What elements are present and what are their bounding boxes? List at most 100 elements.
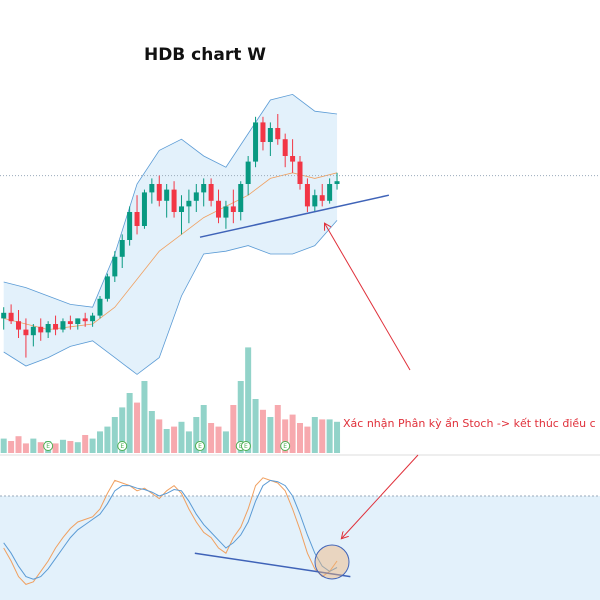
volume-bar [74,442,81,453]
stoch-line [3,477,338,585]
volume-bar [119,407,126,453]
candle-body [127,212,133,240]
arrow [325,224,411,371]
stoch-band [0,496,600,600]
candle-body [97,298,103,316]
arrow [342,454,419,538]
candle-body [45,324,51,333]
volume-bar [171,426,178,453]
volume-bar [163,429,170,453]
event-marker [195,441,205,451]
candle-body [23,329,29,336]
candle-body [275,128,281,140]
chart-title: HDB chart W [144,45,266,65]
event-label: E [244,443,248,450]
volume-bar [89,438,96,453]
candle-body [327,184,333,201]
volume-bar [326,419,333,453]
candle-body [230,206,236,212]
volume-bar [237,381,244,453]
event-label: E [120,443,124,450]
volume-bar [200,405,207,453]
candle-body [1,312,7,319]
candle-body [171,189,177,212]
event-marker [43,441,54,451]
candle-body [104,276,110,299]
candle-body [304,184,310,207]
candle-body [267,128,273,142]
candle-body [30,326,36,336]
volume-bar [37,442,44,453]
volume-bar [259,409,266,453]
volume-bar [304,426,311,453]
volume-bar [267,417,274,453]
candle-body [16,321,22,330]
candle-body [178,206,184,212]
volume-bar [215,426,222,453]
candle-body [290,156,296,162]
event-marker [240,441,251,451]
event-marker [117,441,128,451]
candle-body [38,326,44,333]
volume-bar [334,421,341,453]
volume-bar [126,393,133,453]
bollinger-fill [3,94,338,375]
volume-bar [222,431,229,453]
volume-bar [178,421,185,453]
volume-bar [8,441,15,453]
bollinger-upper [3,93,338,308]
event-marker [280,441,291,451]
volume-bar [59,439,66,453]
candle-body [67,321,73,324]
event-label: E [283,443,287,450]
candle-body [53,324,59,330]
bollinger-lower [3,220,338,375]
event-label: E [198,443,202,450]
volume-bar [319,419,326,453]
candle-body [334,181,340,184]
volume-bar [97,431,103,453]
candle-body [201,184,207,193]
volume-bar [289,414,296,453]
candle-body [112,256,118,277]
volume-bar [245,347,252,453]
volume-bar [193,417,200,453]
candle-body [223,206,229,218]
volume-bar [104,426,111,453]
volume-bar [208,423,215,453]
candle-body [312,195,318,207]
candle-body [60,321,66,330]
candle-body [119,240,125,257]
volume-bar [30,438,37,453]
candle-body [8,312,14,322]
candle-body [186,200,192,207]
volume-bar [15,436,22,453]
volume-bar [22,443,29,453]
volume-bar [274,405,281,453]
volume-bar [185,431,192,453]
candle-body [260,122,266,142]
volume-bar [297,423,303,453]
bollinger-middle [3,172,338,331]
volume-bar [134,402,141,453]
volume-bar [230,405,237,453]
candle-body [149,184,155,193]
candle-body [134,212,140,226]
stoch-trendline [194,552,351,578]
candle-body [90,315,96,322]
trendline [199,194,390,238]
candle-body [319,195,325,201]
volume-bar [82,435,89,453]
volume-bar [52,443,59,453]
volume-bar [0,438,7,453]
candle-body [297,161,303,184]
volume-bar [311,417,318,453]
volume-bar [156,419,163,453]
annotation: Xác nhận Phân kỳ ẩn Stoch -> kết thúc đi… [343,417,596,430]
candle-body [156,184,162,201]
highlight-circle [314,544,350,580]
candle-body [238,184,244,212]
volume-bar [282,419,289,453]
